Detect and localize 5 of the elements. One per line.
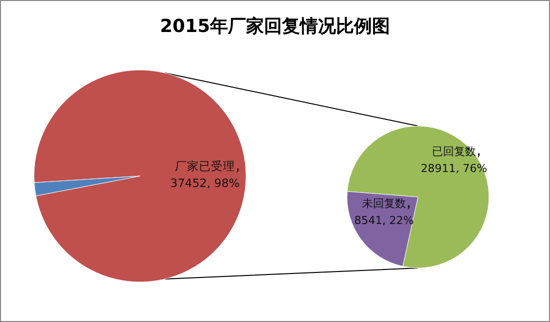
data-label: 37452, 98% <box>170 176 240 190</box>
slice-label: 未回复数 <box>362 197 406 210</box>
slice-label: 厂家已受理 <box>175 159 235 173</box>
chart-title: 2015年厂家回复情况比例图 <box>160 16 390 37</box>
data-label: 8541, 22% <box>354 214 414 227</box>
